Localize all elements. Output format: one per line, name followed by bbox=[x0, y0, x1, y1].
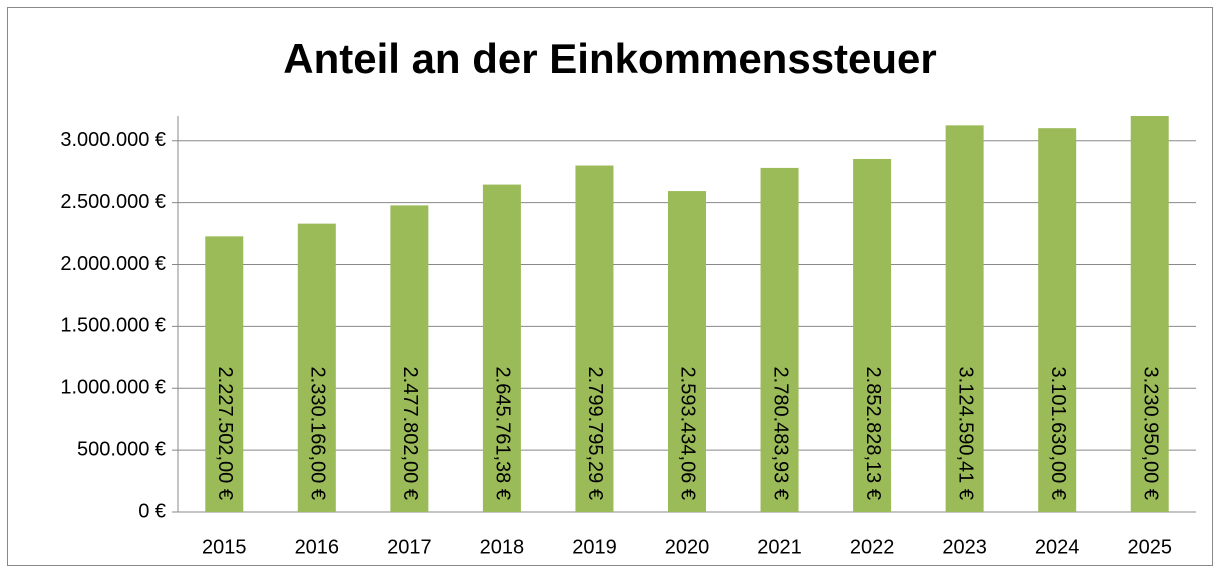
data-label: 3.230.950,00 € bbox=[1139, 367, 1161, 500]
bar bbox=[297, 223, 336, 512]
data-label: 2.593.434,06 € bbox=[677, 367, 699, 500]
data-label: 2.645.761,38 € bbox=[492, 367, 514, 500]
plot-area bbox=[205, 116, 1169, 512]
data-label: 2.852.828,13 € bbox=[862, 367, 884, 500]
y-tick-label: 2.000.000 € bbox=[60, 253, 166, 275]
x-tick-label: 2018 bbox=[480, 536, 525, 558]
y-tick-label: 500.000 € bbox=[77, 438, 166, 460]
bar bbox=[575, 165, 614, 512]
y-tick-label: 3.000.000 € bbox=[60, 129, 166, 151]
data-label: 2.780.483,93 € bbox=[769, 367, 791, 500]
x-tick-label: 2016 bbox=[295, 536, 340, 558]
bar bbox=[853, 158, 892, 512]
bar bbox=[390, 205, 429, 512]
x-tick-label: 2015 bbox=[202, 536, 247, 558]
data-label: 3.101.630,00 € bbox=[1047, 367, 1069, 500]
x-tick-label: 2021 bbox=[757, 536, 802, 558]
x-tick-label: 2023 bbox=[942, 536, 987, 558]
x-tick-label: 2020 bbox=[665, 536, 710, 558]
bar bbox=[1130, 116, 1169, 512]
y-tick-label: 0 € bbox=[138, 500, 166, 522]
data-label: 2.477.802,00 € bbox=[399, 367, 421, 500]
y-tick-label: 1.500.000 € bbox=[60, 315, 166, 337]
bar bbox=[482, 184, 521, 512]
x-tick-label: 2017 bbox=[387, 536, 432, 558]
data-label: 2.227.502,00 € bbox=[214, 367, 236, 500]
bar bbox=[205, 236, 244, 512]
x-tick-label: 2025 bbox=[1127, 536, 1172, 558]
x-tick-label: 2019 bbox=[572, 536, 617, 558]
x-tick-label: 2022 bbox=[850, 536, 895, 558]
data-label: 2.330.166,00 € bbox=[307, 367, 329, 500]
chart-title: Anteil an der Einkommenssteuer bbox=[283, 35, 937, 82]
bar bbox=[1038, 128, 1077, 512]
bar bbox=[760, 167, 799, 512]
y-tick-label: 1.000.000 € bbox=[60, 377, 166, 399]
x-tick-label: 2024 bbox=[1035, 536, 1080, 558]
y-tick-label: 2.500.000 € bbox=[60, 191, 166, 213]
data-label: 2.799.795,29 € bbox=[584, 367, 606, 500]
data-label: 3.124.590,41 € bbox=[954, 367, 976, 500]
bar bbox=[945, 125, 984, 512]
bar bbox=[668, 191, 706, 512]
